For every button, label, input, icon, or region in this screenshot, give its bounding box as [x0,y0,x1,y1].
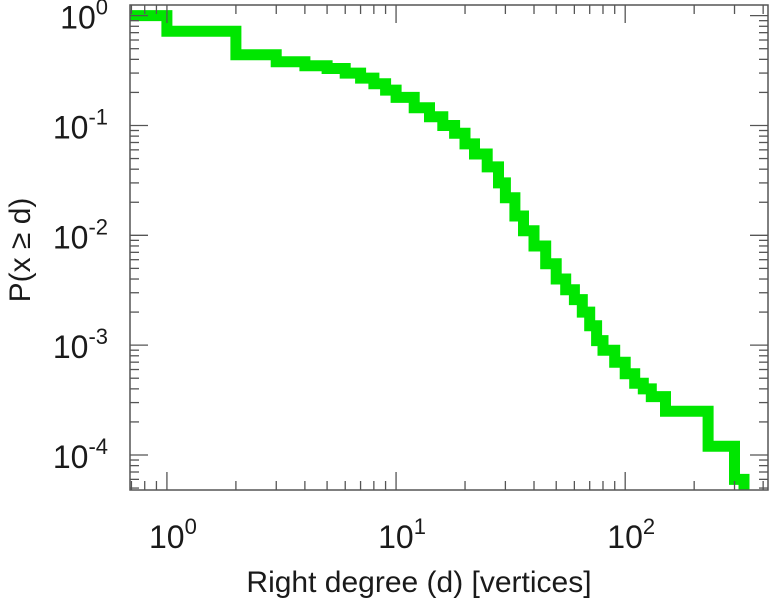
ticks-layer [130,5,768,490]
y-tick-label-2: 10-2 [53,214,108,255]
y-tick-label-3: 10-3 [53,324,108,365]
y-tick-label-0-base: 10 [60,0,96,36]
x-tick-label-1-base: 10 [378,519,414,555]
plot-frame [129,4,769,491]
y-tick-label-0-exponent: 0 [96,0,108,20]
y-tick-label-3-exponent: -3 [88,324,108,349]
y-tick-label-1: 10-1 [53,104,108,145]
y-tick-label-0: 100 [60,0,108,36]
x-tick-label-2-exponent: 2 [643,514,655,539]
y-tick-label-4-base: 10 [53,439,89,475]
series-line-0 [130,10,750,490]
x-tick-label-0: 100 [149,514,197,555]
x-tick-label-2: 102 [607,514,655,555]
x-tick-label-1: 101 [378,514,426,555]
series-layer [130,10,750,490]
y-tick-label-1-exponent: -1 [88,104,108,129]
x-tick-label-0-exponent: 0 [185,514,197,539]
y-tick-label-4-exponent: -4 [88,434,108,459]
x-axis-label: Right degree (d) [vertices] [246,566,591,599]
y-tick-label-4: 10-4 [53,434,108,475]
y-tick-label-1-base: 10 [53,109,89,145]
y-tick-label-2-exponent: -2 [88,214,108,239]
x-tick-label-2-base: 10 [607,519,643,555]
y-tick-label-2-base: 10 [53,219,89,255]
x-tick-label-1-exponent: 1 [414,514,426,539]
y-axis-label: P(x ≥ d) [4,198,37,303]
x-tick-label-0-base: 10 [149,519,185,555]
y-tick-label-3-base: 10 [53,329,89,365]
